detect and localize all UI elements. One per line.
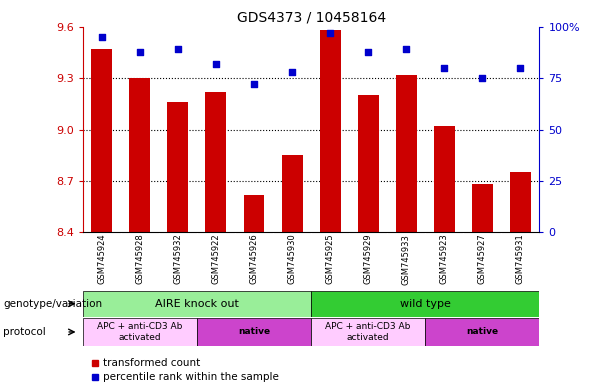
Point	[440, 65, 449, 71]
Point	[516, 65, 525, 71]
Bar	[311, 291, 539, 317]
Text: APC + anti-CD3 Ab
activated: APC + anti-CD3 Ab activated	[326, 322, 411, 342]
Text: native: native	[238, 328, 270, 336]
Title: GDS4373 / 10458164: GDS4373 / 10458164	[237, 10, 386, 24]
Bar	[167, 102, 188, 232]
Point	[478, 75, 487, 81]
Point	[364, 48, 373, 55]
Bar	[472, 184, 493, 232]
Point	[249, 81, 259, 88]
Text: AIRE knock out: AIRE knock out	[155, 299, 239, 309]
Bar	[83, 291, 311, 317]
Text: transformed count: transformed count	[103, 358, 200, 368]
Bar	[243, 195, 264, 232]
Text: genotype/variation: genotype/variation	[3, 299, 102, 309]
Point	[211, 61, 221, 67]
Point	[402, 46, 411, 53]
Bar	[425, 318, 539, 346]
Bar	[396, 75, 417, 232]
Point	[287, 69, 297, 75]
Bar	[129, 78, 150, 232]
Point	[135, 48, 145, 55]
Bar	[319, 30, 341, 232]
Bar	[91, 49, 112, 232]
Bar	[197, 318, 311, 346]
Point	[173, 46, 183, 53]
Bar	[205, 92, 226, 232]
Text: APC + anti-CD3 Ab
activated: APC + anti-CD3 Ab activated	[97, 322, 183, 342]
Point	[326, 30, 335, 36]
Bar	[510, 172, 531, 232]
Text: protocol: protocol	[3, 327, 46, 337]
Text: percentile rank within the sample: percentile rank within the sample	[103, 372, 279, 382]
Bar	[83, 318, 197, 346]
Text: native: native	[466, 328, 498, 336]
Text: wild type: wild type	[400, 299, 451, 309]
Bar	[434, 126, 455, 232]
Bar	[311, 318, 425, 346]
Bar	[358, 95, 379, 232]
Bar	[281, 155, 303, 232]
Point	[97, 34, 107, 40]
